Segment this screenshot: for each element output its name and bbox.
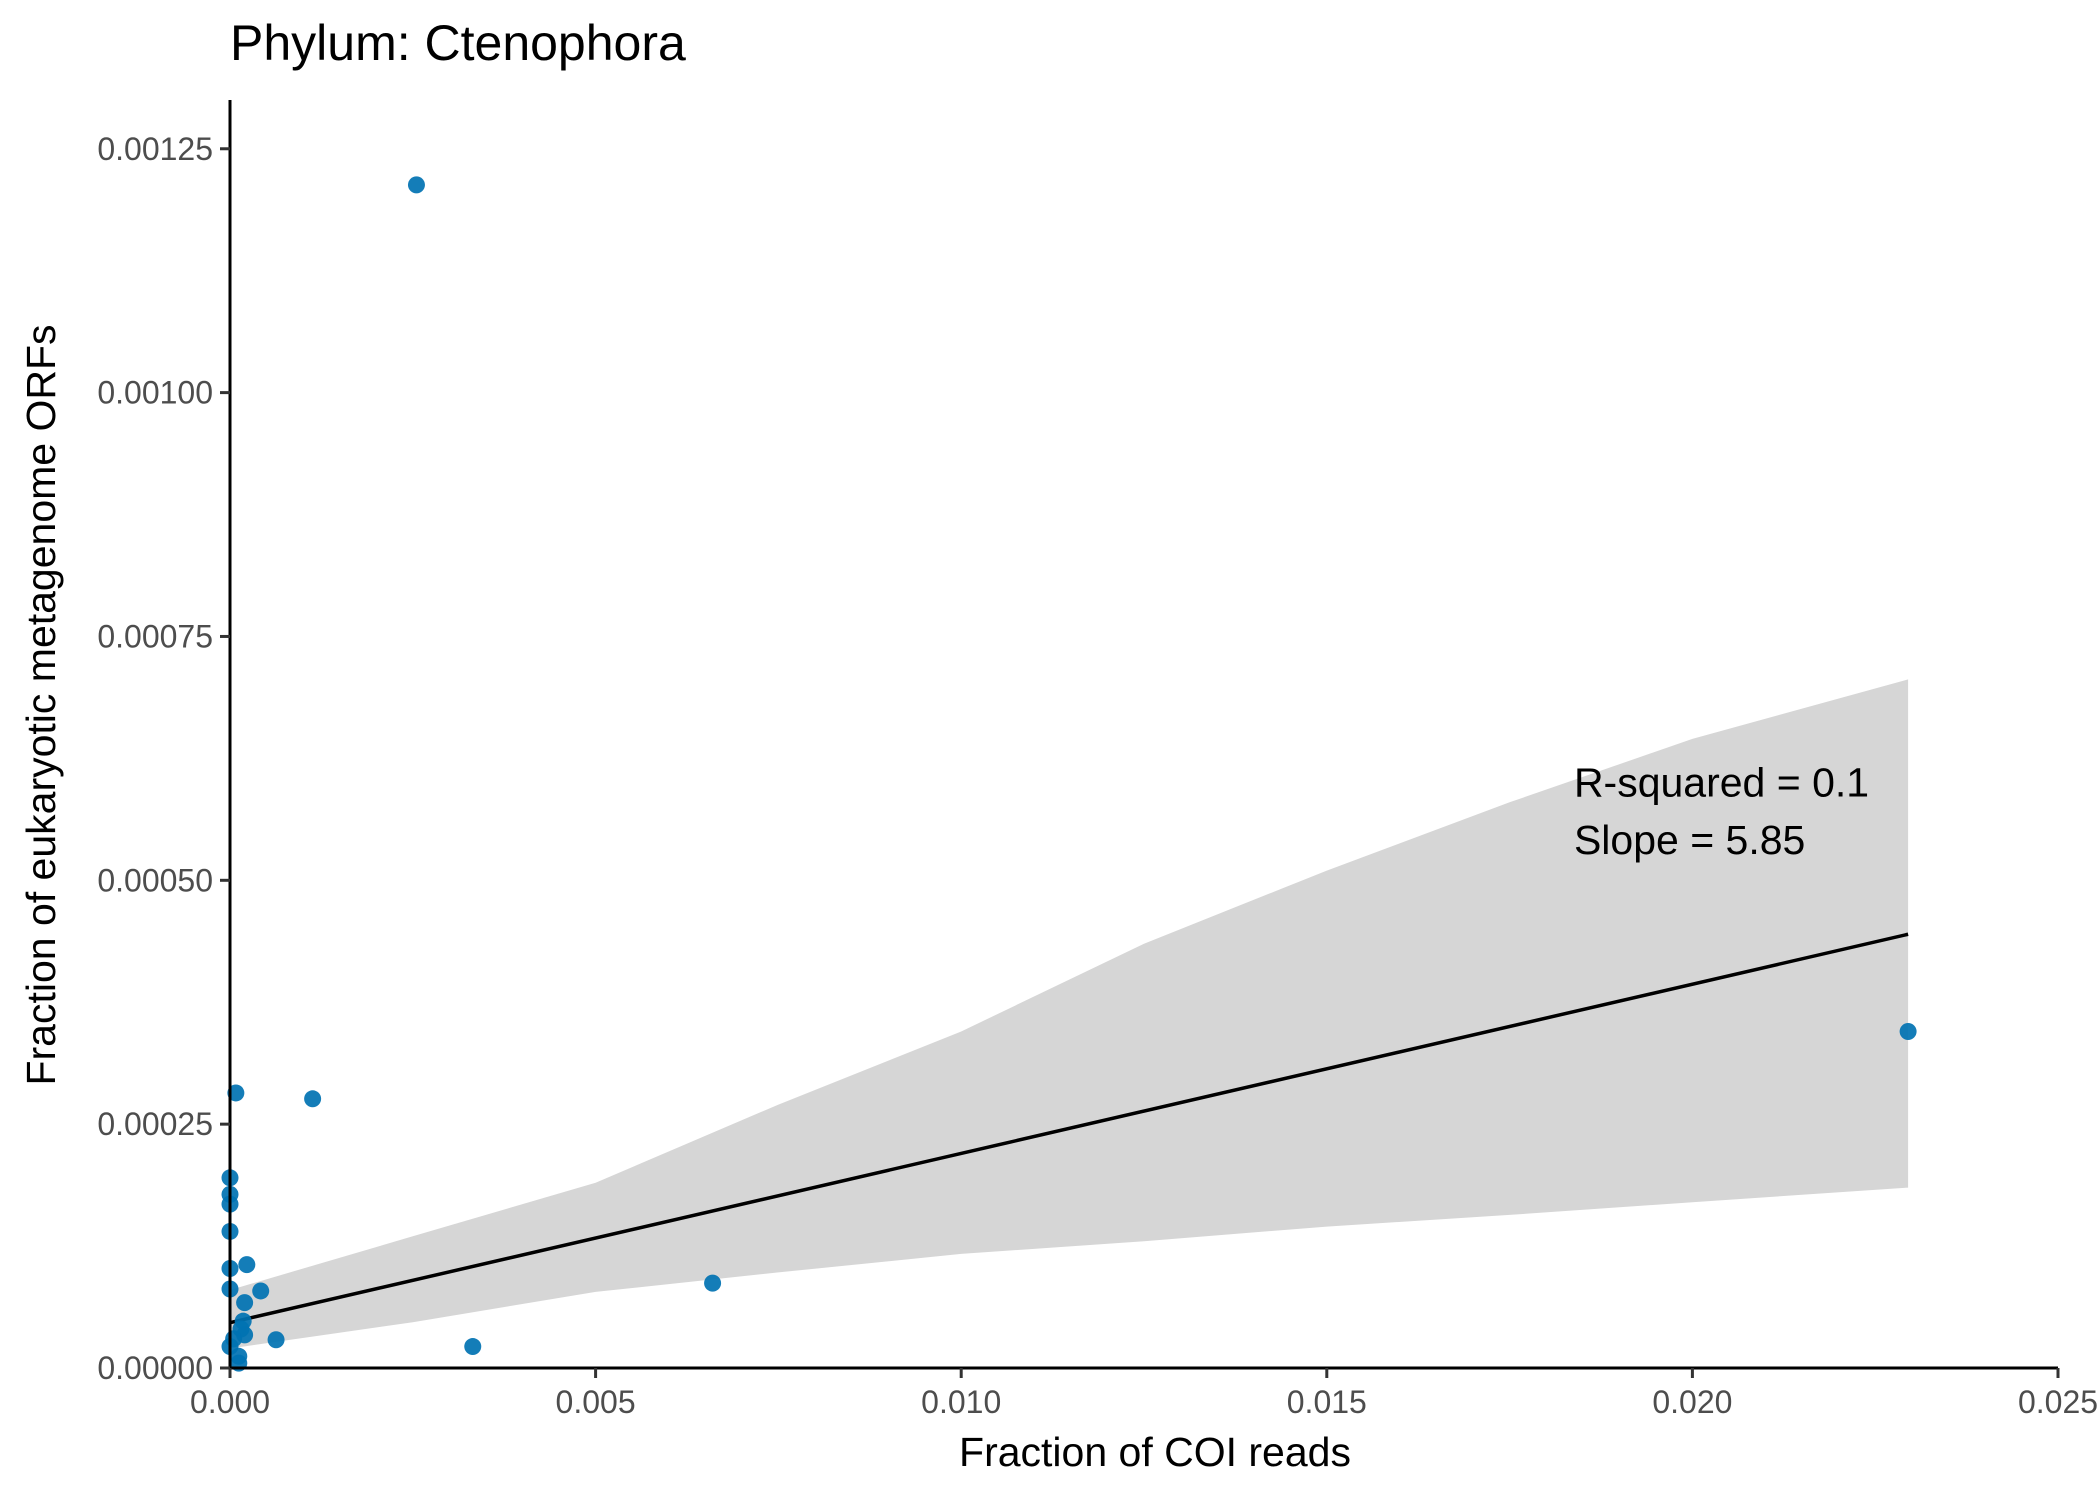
y-tick-label: 0.00050	[97, 862, 213, 898]
x-tick-label: 0.025	[2018, 1384, 2098, 1420]
axes-layer: 0.000 0.005 0.010 0.015 0.020 0.025 0.00000 0.0…	[97, 100, 2098, 1420]
y-tick-label: 0.00025	[97, 1106, 213, 1142]
x-tick-label: 0.010	[921, 1384, 1001, 1420]
data-point	[407, 176, 425, 194]
x-tick-label: 0.000	[190, 1384, 270, 1420]
x-tick-label: 0.015	[1287, 1384, 1367, 1420]
data-point	[704, 1274, 722, 1292]
data-point	[252, 1282, 270, 1300]
chart-title: Phylum: Ctenophora	[230, 15, 686, 71]
data-point	[1899, 1022, 1917, 1040]
y-tick-label: 0.00125	[97, 131, 213, 167]
confidence-band	[230, 679, 1909, 1349]
data-point	[238, 1256, 256, 1274]
data-point	[304, 1090, 322, 1108]
x-tick-label: 0.020	[1652, 1384, 1732, 1420]
y-axis-title: Fraction of eukaryotic metagenome ORFs	[18, 324, 64, 1085]
annotation-text: R-squared = 0.1	[1574, 759, 1869, 805]
annotation-text: Slope = 5.85	[1574, 817, 1805, 863]
data-point	[267, 1331, 285, 1349]
y-tick-label: 0.00000	[97, 1350, 213, 1386]
y-tick-label: 0.00075	[97, 618, 213, 654]
data-point	[227, 1084, 245, 1102]
y-tick-label: 0.00100	[97, 375, 213, 411]
x-tick-label: 0.005	[556, 1384, 636, 1420]
regression-line	[229, 932, 1909, 1325]
confidence-band-layer	[230, 679, 1909, 1349]
data-point	[236, 1294, 254, 1312]
annotation-layer: R-squared = 0.1 Slope = 5.85	[1574, 759, 1869, 863]
regression-line-layer	[229, 932, 1909, 1325]
data-point	[464, 1338, 482, 1356]
x-axis-title: Fraction of COI reads	[959, 1429, 1351, 1475]
